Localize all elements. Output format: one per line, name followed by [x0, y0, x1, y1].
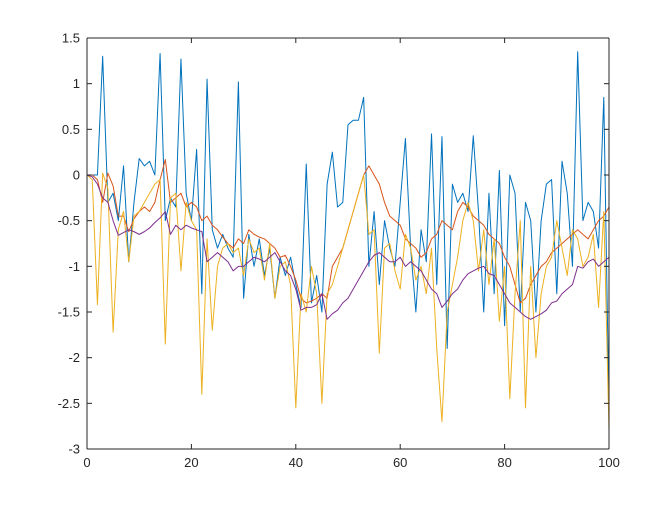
x-tick-label: 60 — [393, 455, 407, 470]
series-layer — [86, 51, 610, 431]
x-tick-label: 0 — [83, 455, 90, 470]
y-tick-label: -2.5 — [58, 396, 80, 411]
series-line-3 — [86, 172, 610, 431]
x-tick-label: 80 — [497, 455, 511, 470]
y-tick-label: -1 — [68, 259, 80, 274]
axes-box — [86, 37, 610, 450]
y-tick-label: -3 — [68, 442, 80, 457]
y-tick-label: 1 — [73, 76, 80, 91]
y-tick-label: -0.5 — [58, 213, 80, 228]
series-line-4 — [86, 174, 610, 320]
y-tick-label: 0.5 — [62, 122, 80, 137]
y-tick-label: 0 — [73, 168, 80, 183]
plot-area — [87, 38, 609, 449]
y-tick-label: 1.5 — [62, 31, 80, 46]
y-tick-label: -2 — [68, 350, 80, 365]
x-tick-label: 20 — [184, 455, 198, 470]
x-tick-label: 100 — [598, 455, 620, 470]
y-tick-label: -1.5 — [58, 305, 80, 320]
x-tick-label: 40 — [289, 455, 303, 470]
